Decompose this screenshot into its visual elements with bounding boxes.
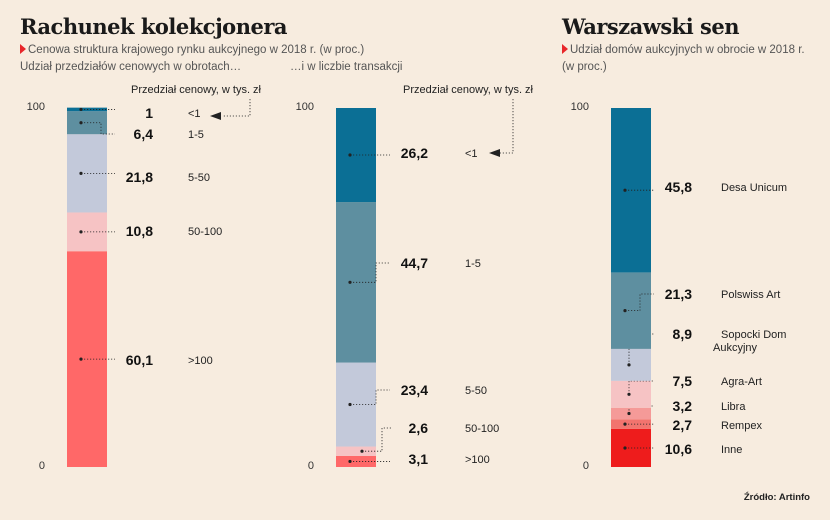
data-label: 21,3	[665, 286, 692, 302]
data-label: 60,1	[126, 352, 153, 368]
left-subtitle: Cenowa struktura krajowego rynku aukcyjn…	[20, 42, 364, 58]
data-label: 8,9	[673, 326, 693, 342]
leader-dot-line	[627, 392, 631, 396]
category-label: Sopocki Dom	[721, 329, 786, 341]
leader-dot-line	[348, 153, 352, 157]
legend-arrow-line-2	[500, 99, 514, 154]
y-tick-label-min: 0	[308, 460, 314, 472]
legend-arrow-head-2	[489, 149, 500, 157]
legend-arrow-head-1	[210, 112, 221, 120]
leader-dot-line	[348, 459, 352, 464]
leader-line	[362, 427, 392, 452]
bar-segment	[611, 348, 651, 381]
legend-arrow-line-1	[222, 99, 251, 117]
data-label: 44,7	[401, 255, 428, 271]
leader-dot-line	[79, 230, 83, 234]
left-subtitle-line2b: …i w liczbie transakcji	[290, 61, 403, 73]
y-tick-label-min: 0	[39, 460, 45, 472]
data-label: 26,2	[401, 145, 428, 161]
category-label: <1	[465, 148, 478, 160]
data-label: 2,7	[673, 417, 693, 433]
y-tick-label-max: 100	[296, 101, 314, 113]
y-tick-label-max: 100	[27, 101, 45, 113]
category-label: 50-100	[465, 423, 499, 435]
category-label: 50-100	[188, 226, 222, 238]
data-label: 3,2	[673, 398, 693, 414]
category-label: Rempex	[721, 420, 762, 432]
y-tick-label-max: 100	[571, 101, 589, 113]
category-label: Libra	[721, 401, 746, 413]
leader-dot-line	[79, 121, 83, 125]
category-label: Polswiss Art	[721, 289, 780, 301]
leader-line	[350, 389, 390, 405]
data-label: 7,5	[673, 373, 693, 389]
left-subtitle-line2a: Udział przedziałów cenowych w obrotach…	[20, 61, 242, 73]
leader-dot-line	[623, 422, 627, 426]
red-marker-icon	[20, 44, 26, 54]
data-label: 6,4	[134, 126, 154, 142]
leader-line	[81, 122, 115, 135]
data-label: 3,1	[409, 451, 429, 467]
category-label: Aukcyjny	[713, 342, 758, 354]
category-label: Inne	[721, 444, 742, 456]
category-label: 1-5	[465, 258, 481, 270]
data-label: 10,6	[665, 441, 692, 457]
data-label: 23,4	[401, 382, 428, 398]
source-note: Źródło: Artinfo	[743, 492, 810, 503]
leader-dot-line	[623, 188, 627, 192]
leader-dot-line	[360, 449, 364, 453]
right-title: Warszawski sen	[562, 14, 739, 39]
data-label: 45,8	[665, 179, 692, 195]
legend-title-2: Przedział cenowy, w tys. zł	[403, 84, 534, 96]
leader-dot-line	[627, 411, 631, 416]
right-subtitle-line1: Udział domów aukcyjnych w obrocie w 2018…	[570, 44, 805, 56]
legend-title-1: Przedział cenowy, w tys. zł	[131, 84, 262, 96]
category-label: 1-5	[188, 129, 204, 141]
y-tick-label-min: 0	[583, 460, 589, 472]
leader-dot-line	[623, 446, 627, 450]
data-label: 21,8	[126, 169, 153, 185]
data-label: 1	[145, 105, 153, 121]
left-title: Rachunek kolekcjonera	[20, 14, 288, 39]
category-label: Agra-Art	[721, 376, 762, 388]
right-subtitle: Udział domów aukcyjnych w obrocie w 2018…	[562, 42, 805, 58]
leader-dot-line	[348, 280, 352, 284]
leader-dot-line	[623, 309, 627, 313]
leader-dot-line	[79, 107, 83, 112]
data-label: 2,6	[409, 420, 429, 436]
leader-dot-line	[79, 171, 83, 175]
category-label: <1	[188, 108, 201, 120]
leader-dot-line	[348, 402, 352, 407]
right-subtitle-line2: (w proc.)	[562, 61, 607, 73]
data-label: 10,8	[126, 223, 153, 239]
category-label: >100	[465, 454, 490, 466]
bar-segment	[611, 380, 651, 408]
red-marker-icon	[562, 44, 568, 54]
category-label: 5-50	[188, 172, 210, 184]
category-label: >100	[188, 355, 213, 367]
bar-segment	[336, 446, 376, 456]
leader-line	[350, 262, 390, 283]
category-label: Desa Unicum	[721, 182, 787, 194]
leader-dot-line	[627, 363, 631, 367]
bar-segment	[611, 407, 651, 420]
category-label: 5-50	[465, 385, 487, 397]
leader-dot-line	[79, 357, 83, 361]
left-subtitle-line1: Cenowa struktura krajowego rynku aukcyjn…	[28, 44, 365, 56]
